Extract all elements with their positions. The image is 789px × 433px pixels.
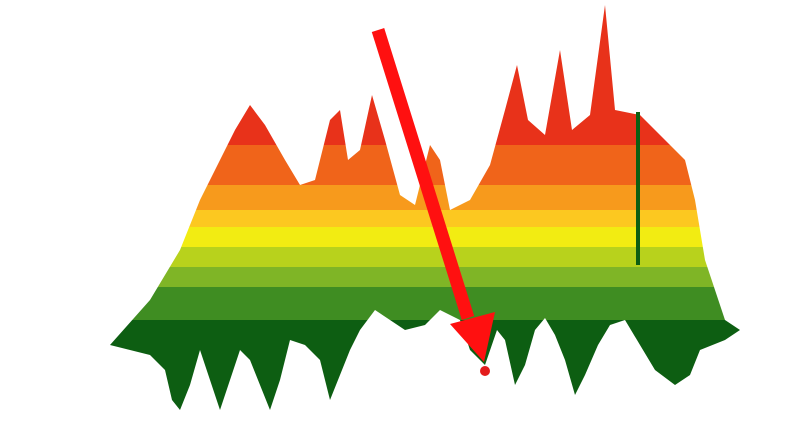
waveform-graphic [0,0,789,433]
page: {} [0,0,789,433]
marker-dot [480,366,490,376]
